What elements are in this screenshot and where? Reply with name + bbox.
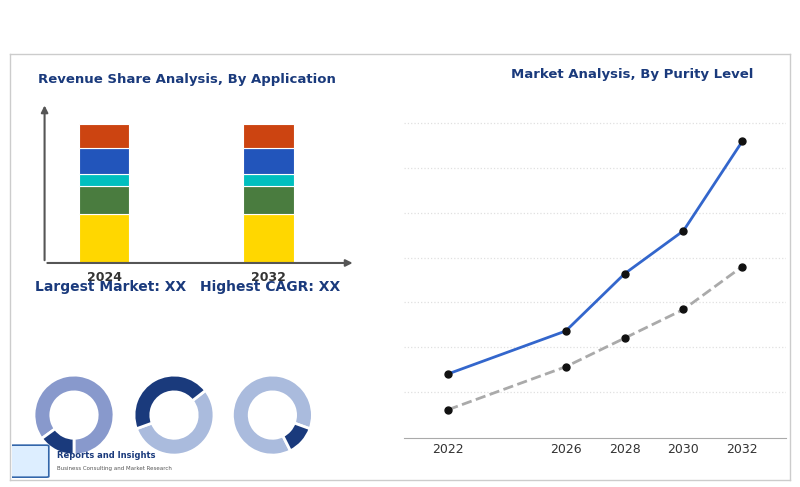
Text: Market Analysis, By Purity Level: Market Analysis, By Purity Level <box>511 68 754 80</box>
Bar <box>243 148 294 174</box>
Bar <box>79 124 129 148</box>
Bar <box>243 214 294 263</box>
Text: Highest CAGR: XX: Highest CAGR: XX <box>200 281 340 294</box>
Wedge shape <box>34 375 114 455</box>
Text: Revenue Share Analysis, By Application: Revenue Share Analysis, By Application <box>38 74 336 86</box>
Bar <box>243 124 294 148</box>
Text: GLOBAL TANTALUM PENTOXIDE POWDER MARKET SEGMENT ANALYSIS: GLOBAL TANTALUM PENTOXIDE POWDER MARKET … <box>10 20 589 36</box>
Wedge shape <box>42 429 74 455</box>
Wedge shape <box>283 423 310 451</box>
FancyBboxPatch shape <box>10 445 49 477</box>
Wedge shape <box>134 375 206 429</box>
Wedge shape <box>233 375 312 455</box>
Wedge shape <box>137 391 214 455</box>
Bar <box>79 148 129 174</box>
Text: Reports and Insights: Reports and Insights <box>57 451 155 460</box>
Text: Business Consulting and Market Research: Business Consulting and Market Research <box>57 466 172 471</box>
Bar <box>243 187 294 214</box>
Bar <box>79 187 129 214</box>
Bar <box>79 214 129 263</box>
Text: Largest Market: XX: Largest Market: XX <box>34 281 186 294</box>
Bar <box>243 174 294 187</box>
Bar <box>79 174 129 187</box>
